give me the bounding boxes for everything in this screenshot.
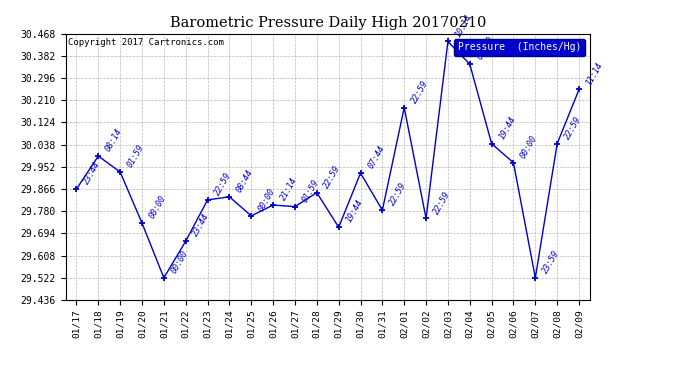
Text: 22:59: 22:59 (213, 171, 233, 197)
Text: 23:44: 23:44 (191, 212, 212, 238)
Text: 19:44: 19:44 (344, 198, 364, 225)
Text: 08:44: 08:44 (235, 168, 255, 194)
Text: 10:14: 10:14 (453, 12, 474, 39)
Text: 11:14: 11:14 (584, 60, 605, 87)
Text: 22:59: 22:59 (388, 181, 408, 207)
Title: Barometric Pressure Daily High 20170210: Barometric Pressure Daily High 20170210 (170, 16, 486, 30)
Text: 22:59: 22:59 (322, 164, 343, 190)
Text: Copyright 2017 Cartronics.com: Copyright 2017 Cartronics.com (68, 38, 224, 47)
Text: 21:14: 21:14 (279, 176, 299, 202)
Text: 00:00: 00:00 (170, 249, 190, 275)
Text: 00:00: 00:00 (475, 35, 495, 62)
Text: 00:00: 00:00 (148, 194, 168, 220)
Text: 00:00: 00:00 (257, 187, 277, 213)
Text: 23:59: 23:59 (541, 249, 561, 275)
Text: 19:44: 19:44 (497, 115, 518, 141)
Text: 22:59: 22:59 (563, 115, 583, 141)
Text: 08:14: 08:14 (104, 127, 124, 153)
Text: 01:59: 01:59 (301, 178, 321, 204)
Text: 23:44: 23:44 (82, 160, 102, 186)
Text: 01:59: 01:59 (126, 143, 146, 169)
Text: 07:44: 07:44 (366, 144, 386, 170)
Text: 22:59: 22:59 (410, 79, 430, 105)
Text: 00:00: 00:00 (519, 134, 540, 160)
Legend: Pressure  (Inches/Hg): Pressure (Inches/Hg) (454, 39, 585, 56)
Text: 22:59: 22:59 (432, 189, 452, 216)
